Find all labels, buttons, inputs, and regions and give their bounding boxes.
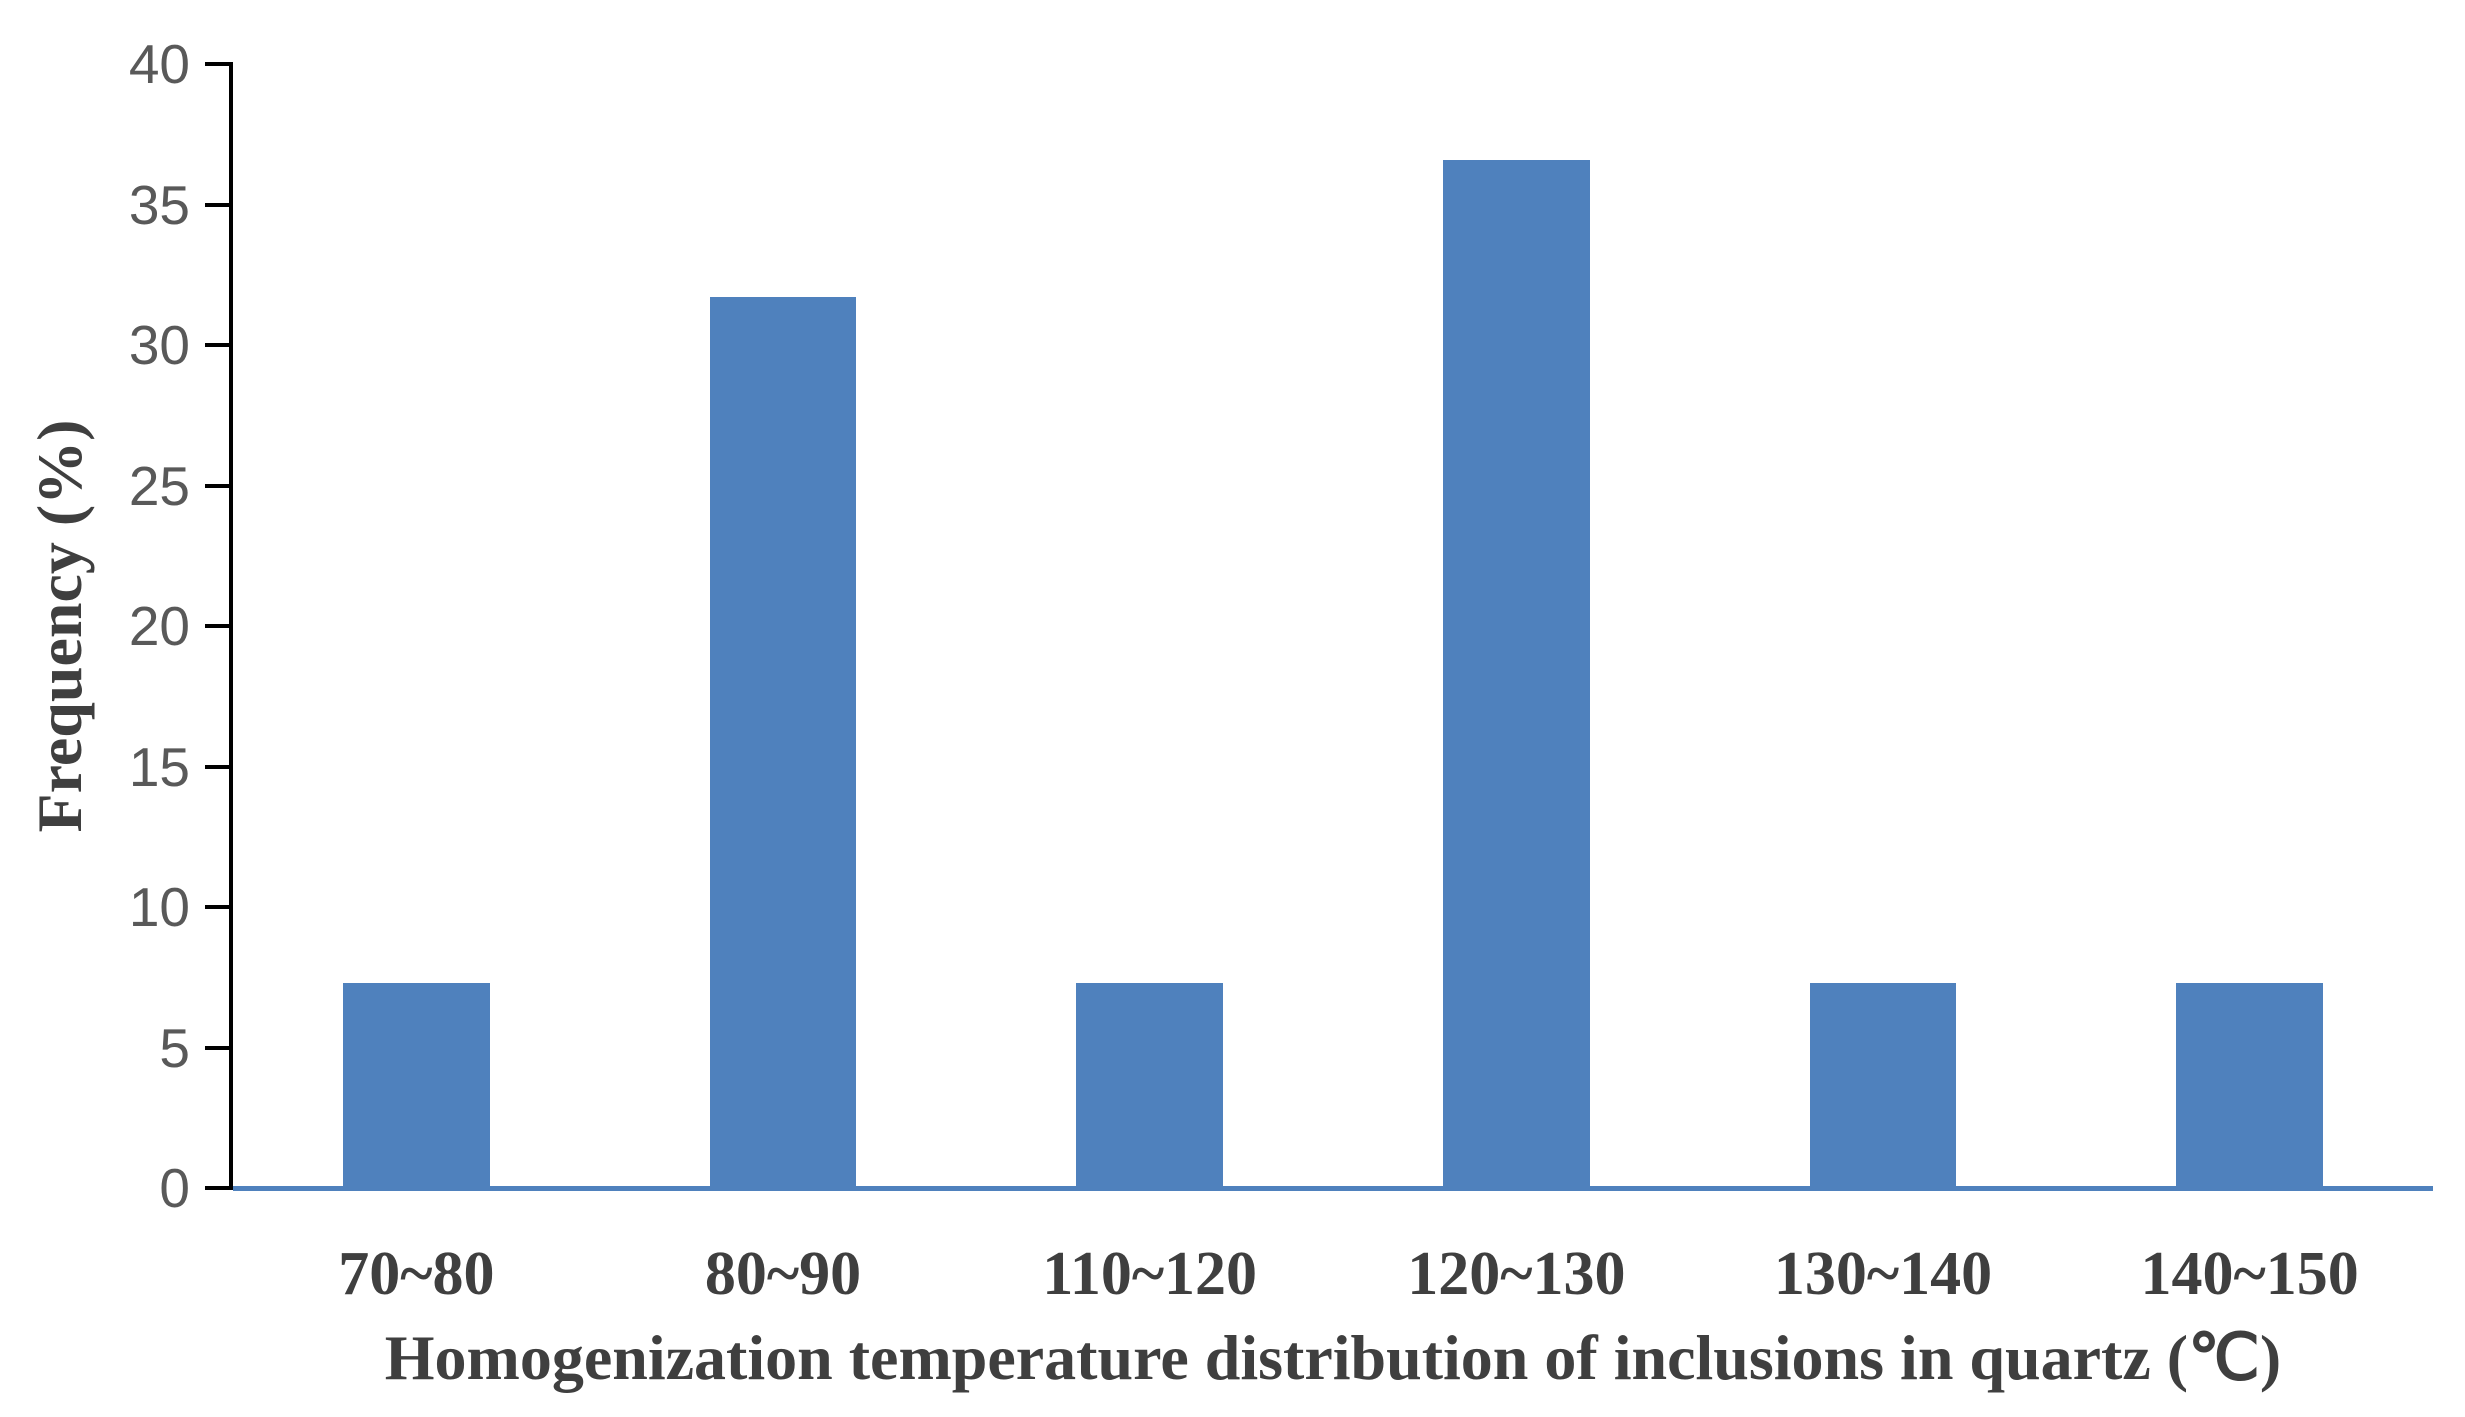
bar — [1076, 982, 1223, 1188]
y-tick-mark — [205, 764, 229, 769]
bar — [709, 297, 857, 1188]
y-tick-mark — [205, 343, 229, 347]
y-axis-line — [229, 62, 233, 1190]
y-tick-label: 20 — [128, 595, 190, 657]
y-tick-mark — [205, 1045, 229, 1050]
x-tick-label: 130~140 — [1773, 1240, 1993, 1308]
y-tick-mark — [205, 905, 229, 909]
x-tick-label: 80~90 — [704, 1240, 862, 1308]
bar — [343, 982, 490, 1188]
x-tick-label: 120~130 — [1407, 1240, 1626, 1308]
y-tick-label: 10 — [128, 876, 190, 938]
y-tick-mark — [205, 1186, 229, 1190]
x-tick-label: 140~150 — [2140, 1240, 2359, 1308]
y-tick-label: 35 — [128, 173, 190, 236]
bar — [1809, 982, 1957, 1188]
x-axis-title: Homogenization temperature distribution … — [384, 1322, 2282, 1393]
y-tick-mark — [205, 624, 229, 628]
y-tick-label: 5 — [159, 1016, 190, 1079]
y-tick-label: 40 — [128, 33, 190, 95]
bar — [1443, 159, 1590, 1188]
y-tick-label: 25 — [128, 454, 190, 517]
y-tick-label: 30 — [128, 314, 190, 376]
y-tick-mark — [205, 483, 229, 488]
x-tick-label: 110~120 — [1042, 1240, 1258, 1308]
y-tick-mark — [205, 62, 229, 66]
y-tick-label: 0 — [159, 1157, 190, 1219]
y-tick-label: 15 — [128, 735, 190, 798]
bar — [2176, 982, 2323, 1188]
y-tick-mark — [205, 202, 229, 207]
x-tick-label: 70~80 — [338, 1240, 495, 1308]
x-axis-line — [233, 1186, 2433, 1191]
